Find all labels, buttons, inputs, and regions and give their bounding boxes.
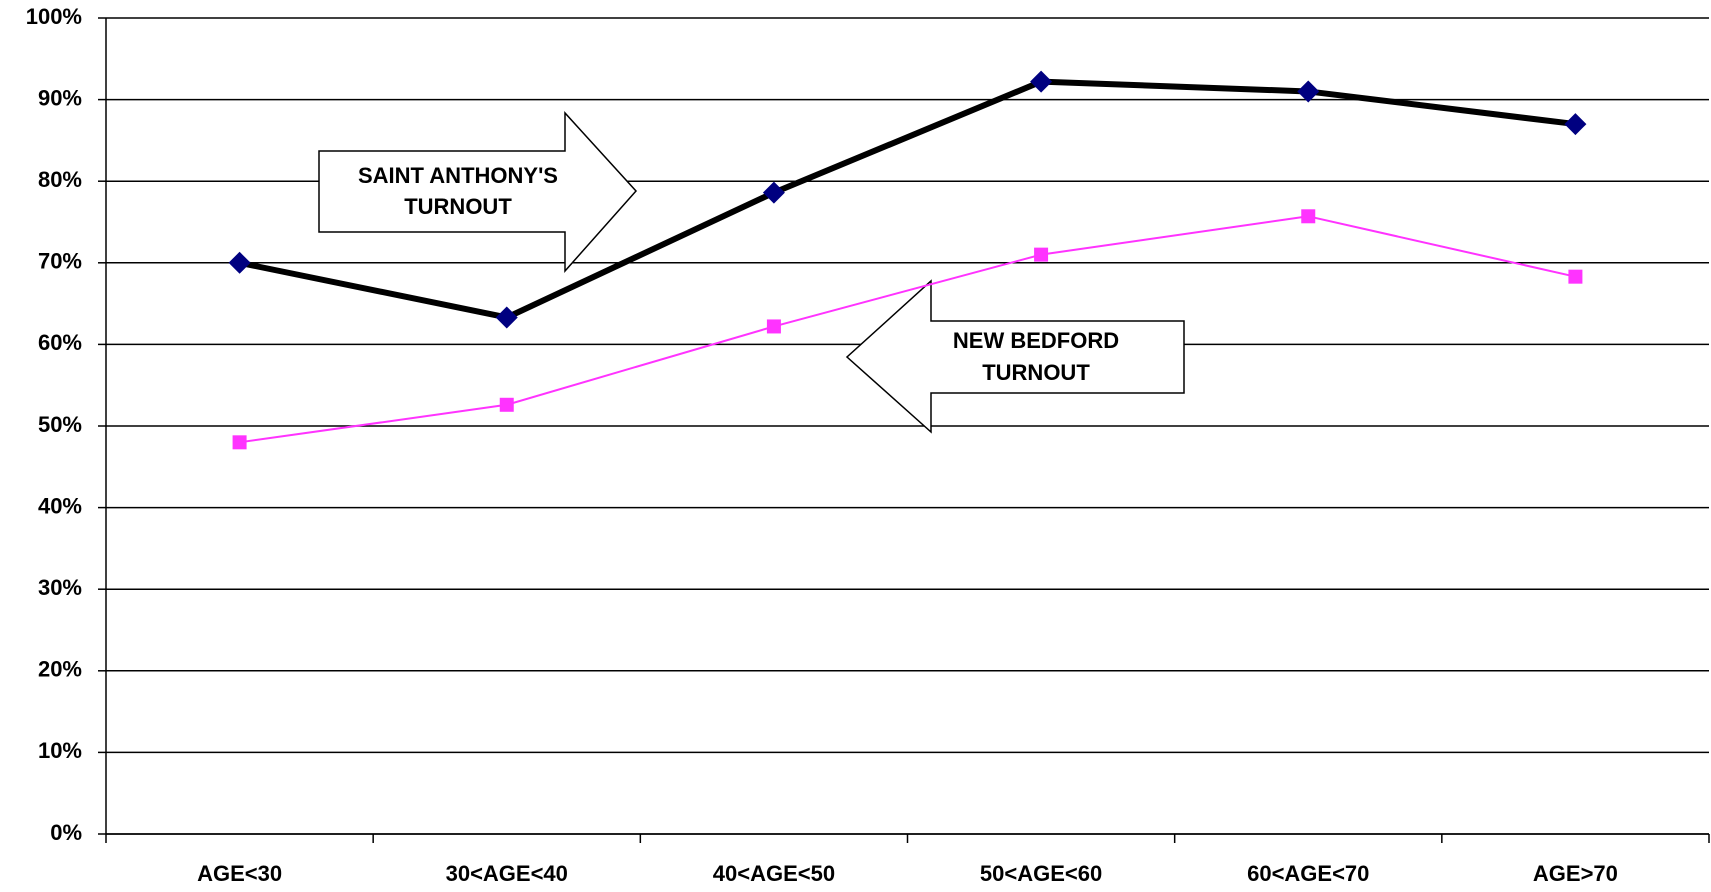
grid — [105, 17, 1710, 843]
x-tick-label: 60<AGE<70 — [1247, 861, 1369, 886]
x-tick-label: 40<AGE<50 — [713, 861, 835, 886]
y-tick-label: 80% — [38, 167, 82, 192]
y-tick-label: 20% — [38, 657, 82, 682]
marker — [228, 251, 251, 274]
annotation-arrow — [845, 279, 1185, 434]
y-tick-label: 40% — [38, 493, 82, 518]
y-tick-label: 90% — [38, 85, 82, 110]
x-tick-label: AGE>70 — [1533, 861, 1618, 886]
marker — [1030, 70, 1053, 93]
x-tick-label: AGE<30 — [197, 861, 282, 886]
series-line — [238, 78, 1576, 321]
marker — [232, 435, 247, 450]
y-tick-label: 70% — [38, 249, 82, 274]
y-tick-label: 60% — [38, 330, 82, 355]
marker — [1297, 80, 1320, 103]
y-tick-label: 50% — [38, 412, 82, 437]
marker — [1301, 209, 1316, 224]
marker — [499, 397, 514, 412]
series-line — [239, 215, 1576, 444]
annotation-text: TURNOUT — [404, 194, 512, 219]
x-tick-label: 30<AGE<40 — [446, 861, 568, 886]
marker — [1568, 269, 1583, 284]
marker — [762, 181, 785, 204]
y-tick-label: 0% — [50, 820, 82, 845]
x-tick-label: 50<AGE<60 — [980, 861, 1102, 886]
annotation-text: SAINT ANTHONY'S — [358, 163, 558, 188]
annotation-text: NEW BEDFORD — [953, 328, 1119, 353]
marker — [1564, 113, 1587, 136]
y-tick-label: 10% — [38, 738, 82, 763]
annotation-arrow — [318, 111, 638, 273]
annotation-text: TURNOUT — [982, 360, 1090, 385]
y-tick-label: 30% — [38, 575, 82, 600]
marker — [1034, 247, 1049, 262]
marker — [766, 319, 781, 334]
marker — [495, 306, 518, 329]
y-tick-label: 100% — [26, 4, 82, 29]
